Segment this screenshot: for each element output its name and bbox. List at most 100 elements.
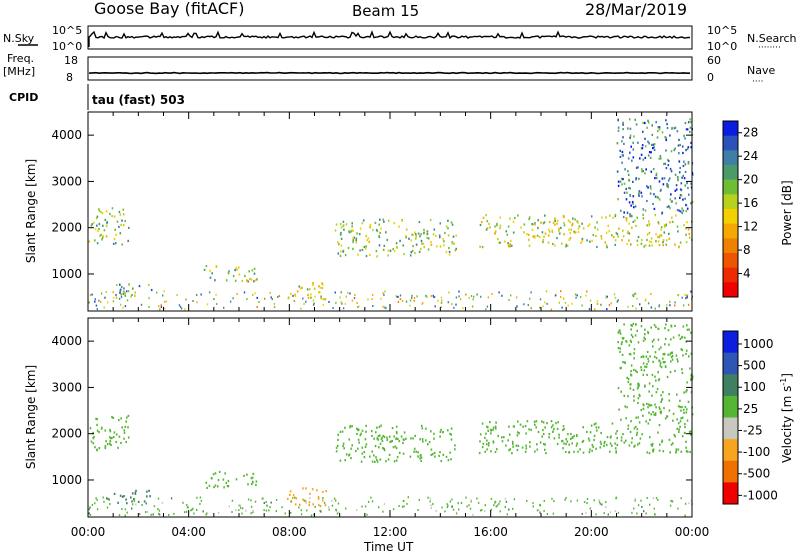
- freq-tick-top-left: 18: [64, 54, 78, 67]
- y-tick-label: 3000: [51, 380, 82, 394]
- colorbar-swatch: [723, 352, 738, 375]
- x-axis-title: Time UT: [363, 540, 414, 554]
- colorbar-tick-label: -500: [743, 467, 770, 481]
- station-title: Goose Bay (fitACF): [94, 0, 244, 18]
- colorbar-tick-label: 16: [743, 196, 758, 210]
- colorbar-swatch: [723, 238, 738, 254]
- colorbar-swatch: [723, 135, 738, 151]
- colorbar-swatch: [723, 331, 738, 354]
- colorbar-swatch: [723, 482, 738, 505]
- colorbar-tick-label: 1000: [743, 337, 774, 351]
- velocity-panel: 1000 2000 3000 4000 Slant Range [km]: [24, 317, 694, 518]
- y-tick-label: 4000: [51, 128, 82, 142]
- echo-region: [88, 207, 130, 246]
- noise-tick-top-right: 10^5: [707, 24, 737, 37]
- colorbar-swatch: [723, 194, 738, 210]
- colorbar-tick-label: 25: [743, 402, 758, 416]
- colorbar-swatch: [723, 374, 738, 397]
- noise-tick-bottom-right: 10^0: [707, 40, 737, 53]
- x-tick-label: 16:00: [473, 525, 508, 539]
- echo-speckle: [88, 496, 693, 517]
- echo-region: [335, 424, 456, 463]
- velocity-y-title: Slant Range [km]: [24, 365, 38, 469]
- x-tick-label: 12:00: [373, 525, 408, 539]
- echo-region: [334, 218, 457, 258]
- echo-region: [106, 489, 151, 505]
- freq-right-dots: ····: [752, 77, 763, 87]
- echo-region: [287, 487, 327, 508]
- colorbar-tick-label: 28: [743, 126, 758, 140]
- colorbar-swatch: [723, 165, 738, 181]
- echo-region: [616, 118, 694, 216]
- beam-title: Beam 15: [352, 2, 419, 20]
- colorbar-tick-label: 20: [743, 173, 758, 187]
- colorbar-swatch: [723, 282, 738, 298]
- power-y-title: Slant Range [km]: [24, 159, 38, 263]
- noise-right-dots: ········: [758, 43, 781, 53]
- y-tick-label: 3000: [51, 174, 82, 188]
- y-tick-label: 4000: [51, 334, 82, 348]
- power-colorbar-title: Power [dB]: [780, 180, 794, 245]
- colorbar-tick-label: 4: [743, 267, 751, 281]
- freq-line: [88, 71, 690, 75]
- x-tick-label: 08:00: [272, 525, 307, 539]
- y-tick-label: 1000: [51, 473, 82, 487]
- colorbar-swatch: [723, 121, 738, 137]
- freq-left-label-1: Freq.: [7, 52, 34, 65]
- colorbar-swatch: [723, 267, 738, 283]
- x-tick-label: 00:00: [71, 525, 106, 539]
- echo-region: [205, 470, 258, 489]
- colorbar-swatch: [723, 439, 738, 462]
- y-tick-label: 2000: [51, 427, 82, 441]
- freq-right-label: Nave: [747, 64, 775, 77]
- noise-tick-top-left: 10^5: [52, 24, 82, 37]
- power-panel: 1000 2000 3000 4000 Slant Range [km]: [24, 111, 694, 312]
- colorbar-tick-label: -1000: [743, 488, 778, 502]
- velocity-y-ticks: 1000 2000 3000 4000: [51, 334, 692, 487]
- freq-left-label-2: [MHz]: [3, 65, 35, 78]
- y-tick-label: 2000: [51, 221, 82, 235]
- colorbar-swatch: [723, 209, 738, 225]
- colorbar-swatch: [723, 150, 738, 166]
- power-echo-layer: [88, 118, 694, 311]
- cpid-mode: tau (fast) 503: [92, 93, 185, 107]
- colorbar-swatch: [723, 253, 738, 269]
- x-tick-labels: 00:00 04:00 08:00 12:00 16:00 20:00 00:00: [71, 525, 710, 539]
- power-y-ticks: 1000 2000 3000 4000: [51, 128, 692, 281]
- freq-tick-bottom-right: 0: [707, 71, 714, 84]
- freq-tick-bottom-left: 8: [66, 71, 73, 84]
- echo-region: [478, 420, 692, 455]
- freq-panel: Freq. [MHz] 18 8 60 0 Nave ····: [3, 52, 775, 87]
- colorbar-tick-label: 12: [743, 220, 758, 234]
- power-colorbar: 4 8 12 16 20 24 28 Power [dB]: [722, 120, 794, 298]
- noise-tick-bottom-left: 10^0: [52, 40, 82, 53]
- colorbar-tick-label: 8: [743, 243, 751, 257]
- echo-region: [203, 265, 258, 283]
- y-tick-label: 1000: [51, 267, 82, 281]
- velocity-colorbar: 1000 500 100 25 -25 -100 -500 -1000 Velocity [m…: [722, 330, 794, 505]
- x-tick-label: 20:00: [574, 525, 609, 539]
- echo-speckle: [88, 290, 693, 311]
- noise-right-label: N.Search: [747, 32, 797, 45]
- colorbar-swatch: [723, 395, 738, 419]
- power-x-tickmarks: [87, 112, 693, 311]
- echo-region: [287, 282, 327, 301]
- colorbar-tick-label: 500: [743, 359, 766, 373]
- x-tick-label: 04:00: [171, 525, 206, 539]
- colorbar-tick-label: 24: [743, 149, 758, 163]
- colorbar-tick-label: -25: [743, 423, 763, 437]
- x-tick-label: 00:00: [675, 525, 710, 539]
- noise-panel: N.Sky 10^5 10^0 10^5 10^0 N.Search ·····…: [3, 24, 797, 53]
- colorbar-tick-label: 100: [743, 380, 766, 394]
- freq-tick-top-right: 60: [707, 54, 721, 67]
- echo-region: [479, 213, 693, 249]
- velocity-echo-layer: [88, 322, 694, 517]
- colorbar-swatch: [723, 223, 738, 239]
- colorbar-swatch: [723, 460, 738, 483]
- colorbar-swatch: [723, 179, 738, 195]
- colorbar-tick-label: -100: [743, 445, 770, 459]
- echo-region: [89, 414, 130, 452]
- noise-sky-line: [88, 30, 690, 47]
- noise-left-label: N.Sky: [3, 32, 35, 45]
